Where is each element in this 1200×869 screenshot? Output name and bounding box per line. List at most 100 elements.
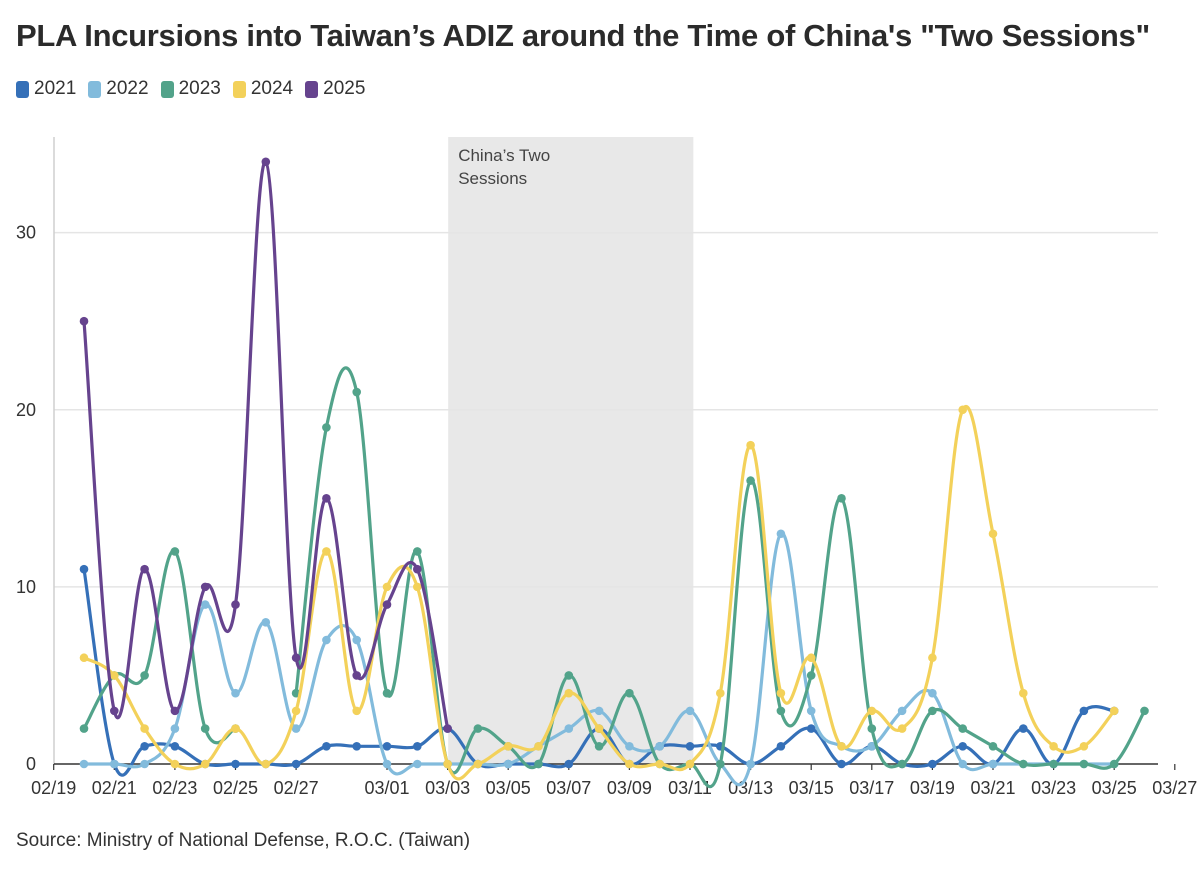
x-tick-label: 02/19: [31, 778, 76, 798]
data-point-2022: [200, 600, 210, 609]
data-point-2024: [837, 741, 846, 751]
chart-title: PLA Incursions into Taiwan’s ADIZ around…: [16, 18, 1150, 53]
x-tick-label: 03/21: [970, 778, 1015, 798]
data-point-2023: [594, 741, 604, 751]
data-point-2023: [837, 494, 846, 503]
data-point-2021: [79, 564, 89, 574]
x-tick-label: 03/25: [1092, 778, 1137, 798]
data-point-2025: [170, 706, 180, 716]
data-point-2023: [625, 688, 634, 698]
data-point-2024: [110, 671, 119, 680]
y-tick-label: 0: [26, 754, 36, 774]
data-point-2022: [958, 759, 967, 769]
data-point-2024: [594, 724, 604, 733]
source-note: Source: Ministry of National Defense, R.…: [16, 830, 471, 851]
data-point-2022: [655, 741, 664, 751]
data-point-2021: [413, 741, 422, 751]
data-point-2021: [382, 741, 392, 751]
data-point-2024: [231, 724, 240, 733]
legend-item-2025: 2025: [305, 78, 365, 100]
data-point-2022: [170, 724, 180, 733]
data-point-2025: [200, 582, 210, 592]
y-tick-label: 10: [16, 577, 36, 597]
data-point-2023: [867, 724, 877, 733]
data-point-2022: [776, 529, 786, 539]
data-point-2022: [352, 635, 362, 645]
data-point-2025: [261, 157, 271, 167]
data-point-2024: [655, 759, 664, 769]
data-point-2022: [897, 706, 907, 716]
data-point-2021: [170, 741, 180, 751]
data-point-2023: [473, 724, 483, 733]
x-tick-label: 02/21: [92, 778, 137, 798]
data-point-2025: [79, 316, 89, 326]
data-point-2024: [867, 706, 877, 716]
data-point-2024: [897, 724, 907, 733]
data-point-2023: [716, 759, 725, 769]
data-point-2022: [291, 724, 301, 733]
data-point-2022: [322, 635, 331, 645]
data-point-2024: [625, 759, 634, 769]
data-point-2024: [928, 653, 937, 663]
data-point-2023: [564, 671, 574, 680]
x-tick-label: 03/01: [364, 778, 409, 798]
data-point-2021: [231, 759, 240, 769]
legend-item-2024: 2024: [232, 78, 294, 100]
data-point-2022: [625, 741, 634, 751]
data-point-2022: [503, 759, 513, 769]
legend-swatch: [232, 80, 246, 98]
data-point-2023: [1140, 706, 1149, 716]
y-tick-label: 20: [16, 400, 36, 420]
data-point-2024: [382, 582, 392, 592]
x-tick-label: 03/09: [607, 778, 652, 798]
data-point-2025: [352, 671, 362, 680]
data-point-2024: [685, 759, 695, 769]
data-point-2022: [988, 759, 998, 769]
data-point-2021: [806, 724, 816, 733]
data-point-2023: [534, 759, 543, 769]
data-point-2024: [776, 688, 786, 698]
data-point-2023: [1079, 759, 1089, 769]
data-point-2022: [140, 759, 149, 769]
data-point-2021: [140, 741, 149, 751]
data-point-2024: [534, 741, 543, 751]
data-point-2021: [322, 741, 331, 751]
x-tick-label: 03/05: [486, 778, 531, 798]
data-point-2024: [140, 724, 149, 733]
data-point-2023: [776, 706, 786, 716]
data-point-2024: [1049, 741, 1058, 751]
y-tick-label: 30: [16, 223, 36, 243]
data-point-2022: [928, 688, 937, 698]
data-point-2022: [594, 706, 604, 716]
data-point-2021: [291, 759, 301, 769]
data-point-2023: [928, 706, 937, 716]
data-point-2021: [928, 759, 937, 769]
data-point-2023: [322, 423, 331, 432]
data-point-2023: [1109, 759, 1119, 769]
data-point-2023: [79, 724, 89, 733]
x-tick-label: 03/11: [668, 778, 712, 798]
data-point-2021: [685, 741, 695, 751]
x-tick-label: 03/27: [1152, 778, 1197, 798]
data-point-2024: [79, 653, 89, 663]
data-point-2024: [352, 706, 362, 716]
data-point-2023: [1019, 759, 1028, 769]
legend-label: 2021: [34, 78, 77, 99]
data-point-2022: [79, 759, 89, 769]
data-point-2021: [958, 741, 967, 751]
x-tick-label: 02/25: [213, 778, 258, 798]
data-point-2025: [413, 564, 422, 574]
data-point-2023: [1049, 759, 1058, 769]
data-point-2023: [958, 724, 967, 733]
data-point-2023: [200, 724, 210, 733]
data-point-2024: [503, 741, 513, 751]
data-point-2024: [443, 759, 452, 769]
data-point-2024: [1079, 741, 1089, 751]
data-point-2022: [867, 741, 877, 751]
legend-label: 2024: [250, 78, 294, 99]
data-point-2022: [231, 688, 240, 698]
data-point-2023: [806, 671, 816, 680]
data-point-2024: [958, 405, 967, 415]
data-point-2021: [564, 759, 574, 769]
legend-label: 2022: [106, 78, 149, 99]
